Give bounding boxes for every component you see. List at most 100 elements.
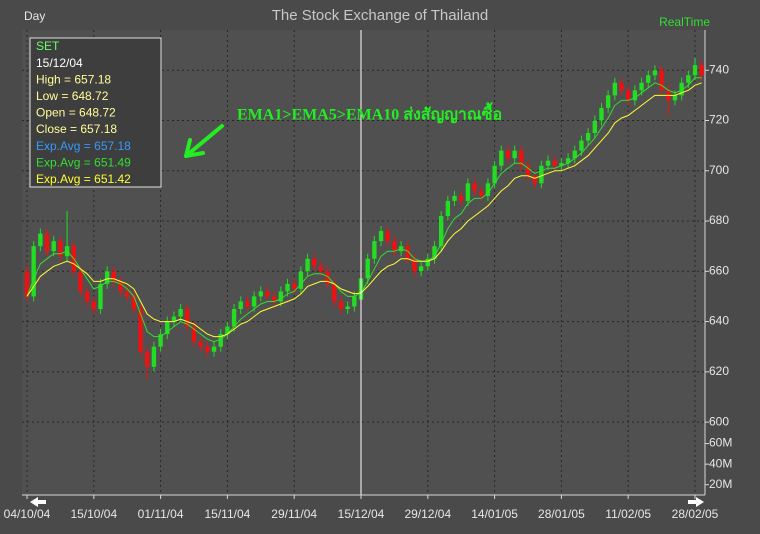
annotation-arrow — [184, 124, 224, 158]
x-tick-label: 28/02/05 — [672, 507, 719, 521]
candle-body — [158, 334, 163, 347]
candle-body — [392, 241, 397, 252]
info-line: SET — [36, 39, 60, 53]
candle-body — [572, 150, 577, 159]
x-tick-label: 28/01/05 — [538, 507, 585, 521]
candle-body — [532, 175, 537, 184]
candle-body — [472, 183, 477, 191]
candle-body — [318, 266, 324, 272]
candle-body — [338, 301, 344, 309]
grid — [22, 30, 705, 495]
candle-body — [171, 316, 177, 322]
candle-body — [84, 291, 90, 302]
candle-body — [525, 165, 531, 176]
candle-body — [612, 82, 618, 96]
x-tick-label: 29/12/04 — [404, 507, 451, 521]
candle-body — [418, 266, 424, 272]
candle-body — [145, 351, 150, 367]
y-tick-label: 740 — [709, 62, 729, 76]
y-tick-label: 620 — [709, 364, 729, 378]
candle-body — [332, 283, 337, 302]
candle-body — [512, 150, 517, 159]
candle-body — [485, 183, 491, 196]
candle-body — [138, 309, 143, 352]
x-tick-label: 15/11/04 — [204, 507, 250, 521]
candle-body — [44, 233, 50, 252]
info-line: Low = 648.72 — [36, 89, 109, 103]
candle-body — [325, 271, 330, 284]
candle-body — [565, 158, 571, 164]
candle-body — [692, 65, 698, 76]
candle-body — [445, 200, 451, 216]
status: RealTime — [659, 15, 710, 29]
candle-body — [425, 258, 430, 267]
candle-body — [178, 309, 183, 317]
ema-line — [26, 82, 702, 338]
x-tick-label: 11/02/05 — [605, 507, 651, 521]
candle-body — [385, 231, 390, 242]
candle-body — [245, 301, 250, 307]
candle-body — [626, 90, 631, 101]
info-line: Exp.Avg = 651.49 — [36, 155, 131, 169]
candle-body — [552, 160, 557, 166]
candle-body — [78, 271, 83, 292]
x-tick-label: 04/10/04 — [4, 507, 51, 521]
candle-body — [91, 301, 96, 309]
candle-body — [185, 309, 190, 327]
candle-body — [619, 82, 624, 91]
candle-body — [131, 296, 137, 309]
candle-body — [198, 341, 203, 347]
y-tick-label: 680 — [709, 213, 729, 227]
candle-body — [505, 150, 511, 159]
candle-body — [492, 165, 497, 184]
y-tick-label: 640 — [709, 314, 729, 328]
info-line: 15/12/04 — [36, 56, 83, 70]
candle-body — [31, 246, 36, 297]
candle-body — [686, 75, 691, 83]
candle-body — [479, 190, 484, 196]
candle-body — [251, 296, 257, 307]
candle-body — [345, 306, 350, 309]
candle-body — [271, 296, 277, 302]
candle-body — [378, 231, 384, 242]
candle-body — [579, 140, 584, 151]
candle-body — [218, 334, 223, 347]
candle-body — [118, 281, 123, 292]
candle-body — [459, 195, 464, 201]
candle-body — [519, 150, 524, 166]
x-tick-label: 14/01/05 — [471, 507, 518, 521]
candle-body — [205, 346, 210, 352]
x-tick-label: 15/12/04 — [338, 507, 385, 521]
marks — [24, 57, 704, 380]
y-tick-label: 660 — [709, 263, 729, 277]
info-box-text: SET 15/12/04 High = 657.18 Low = 648.72 Open… — [36, 39, 131, 186]
period-label: Day — [24, 9, 45, 23]
x-tick-label: 01/11/04 — [138, 507, 184, 521]
candle-body — [646, 75, 651, 83]
candle-body — [111, 271, 117, 282]
candle-body — [605, 95, 611, 108]
candle-body — [211, 346, 217, 352]
y2-tick-label: 20M — [709, 477, 732, 491]
info-line: Exp.Avg = 651.42 — [36, 172, 131, 186]
y-tick-label: 700 — [709, 163, 729, 177]
info-line: Open = 648.72 — [36, 106, 116, 120]
candle-body — [465, 183, 471, 201]
candle-body — [231, 309, 237, 327]
y-tick-label: 720 — [709, 113, 729, 127]
scroll-left[interactable] — [30, 497, 46, 507]
candle-body — [352, 296, 357, 307]
chart-title: The Stock Exchange of Thailand — [272, 7, 489, 24]
candle-body — [652, 70, 658, 76]
candle-body — [412, 258, 417, 272]
y2-tick-label: 60M — [709, 436, 732, 450]
candle-body — [292, 283, 297, 289]
scroll-right[interactable] — [688, 497, 704, 507]
candle-body — [285, 283, 290, 292]
candle-body — [265, 291, 270, 297]
y2-tick-label: 40M — [709, 456, 732, 470]
candle-body — [539, 165, 544, 184]
info-line: Exp.Avg = 657.18 — [36, 139, 131, 153]
info-box — [29, 37, 162, 188]
